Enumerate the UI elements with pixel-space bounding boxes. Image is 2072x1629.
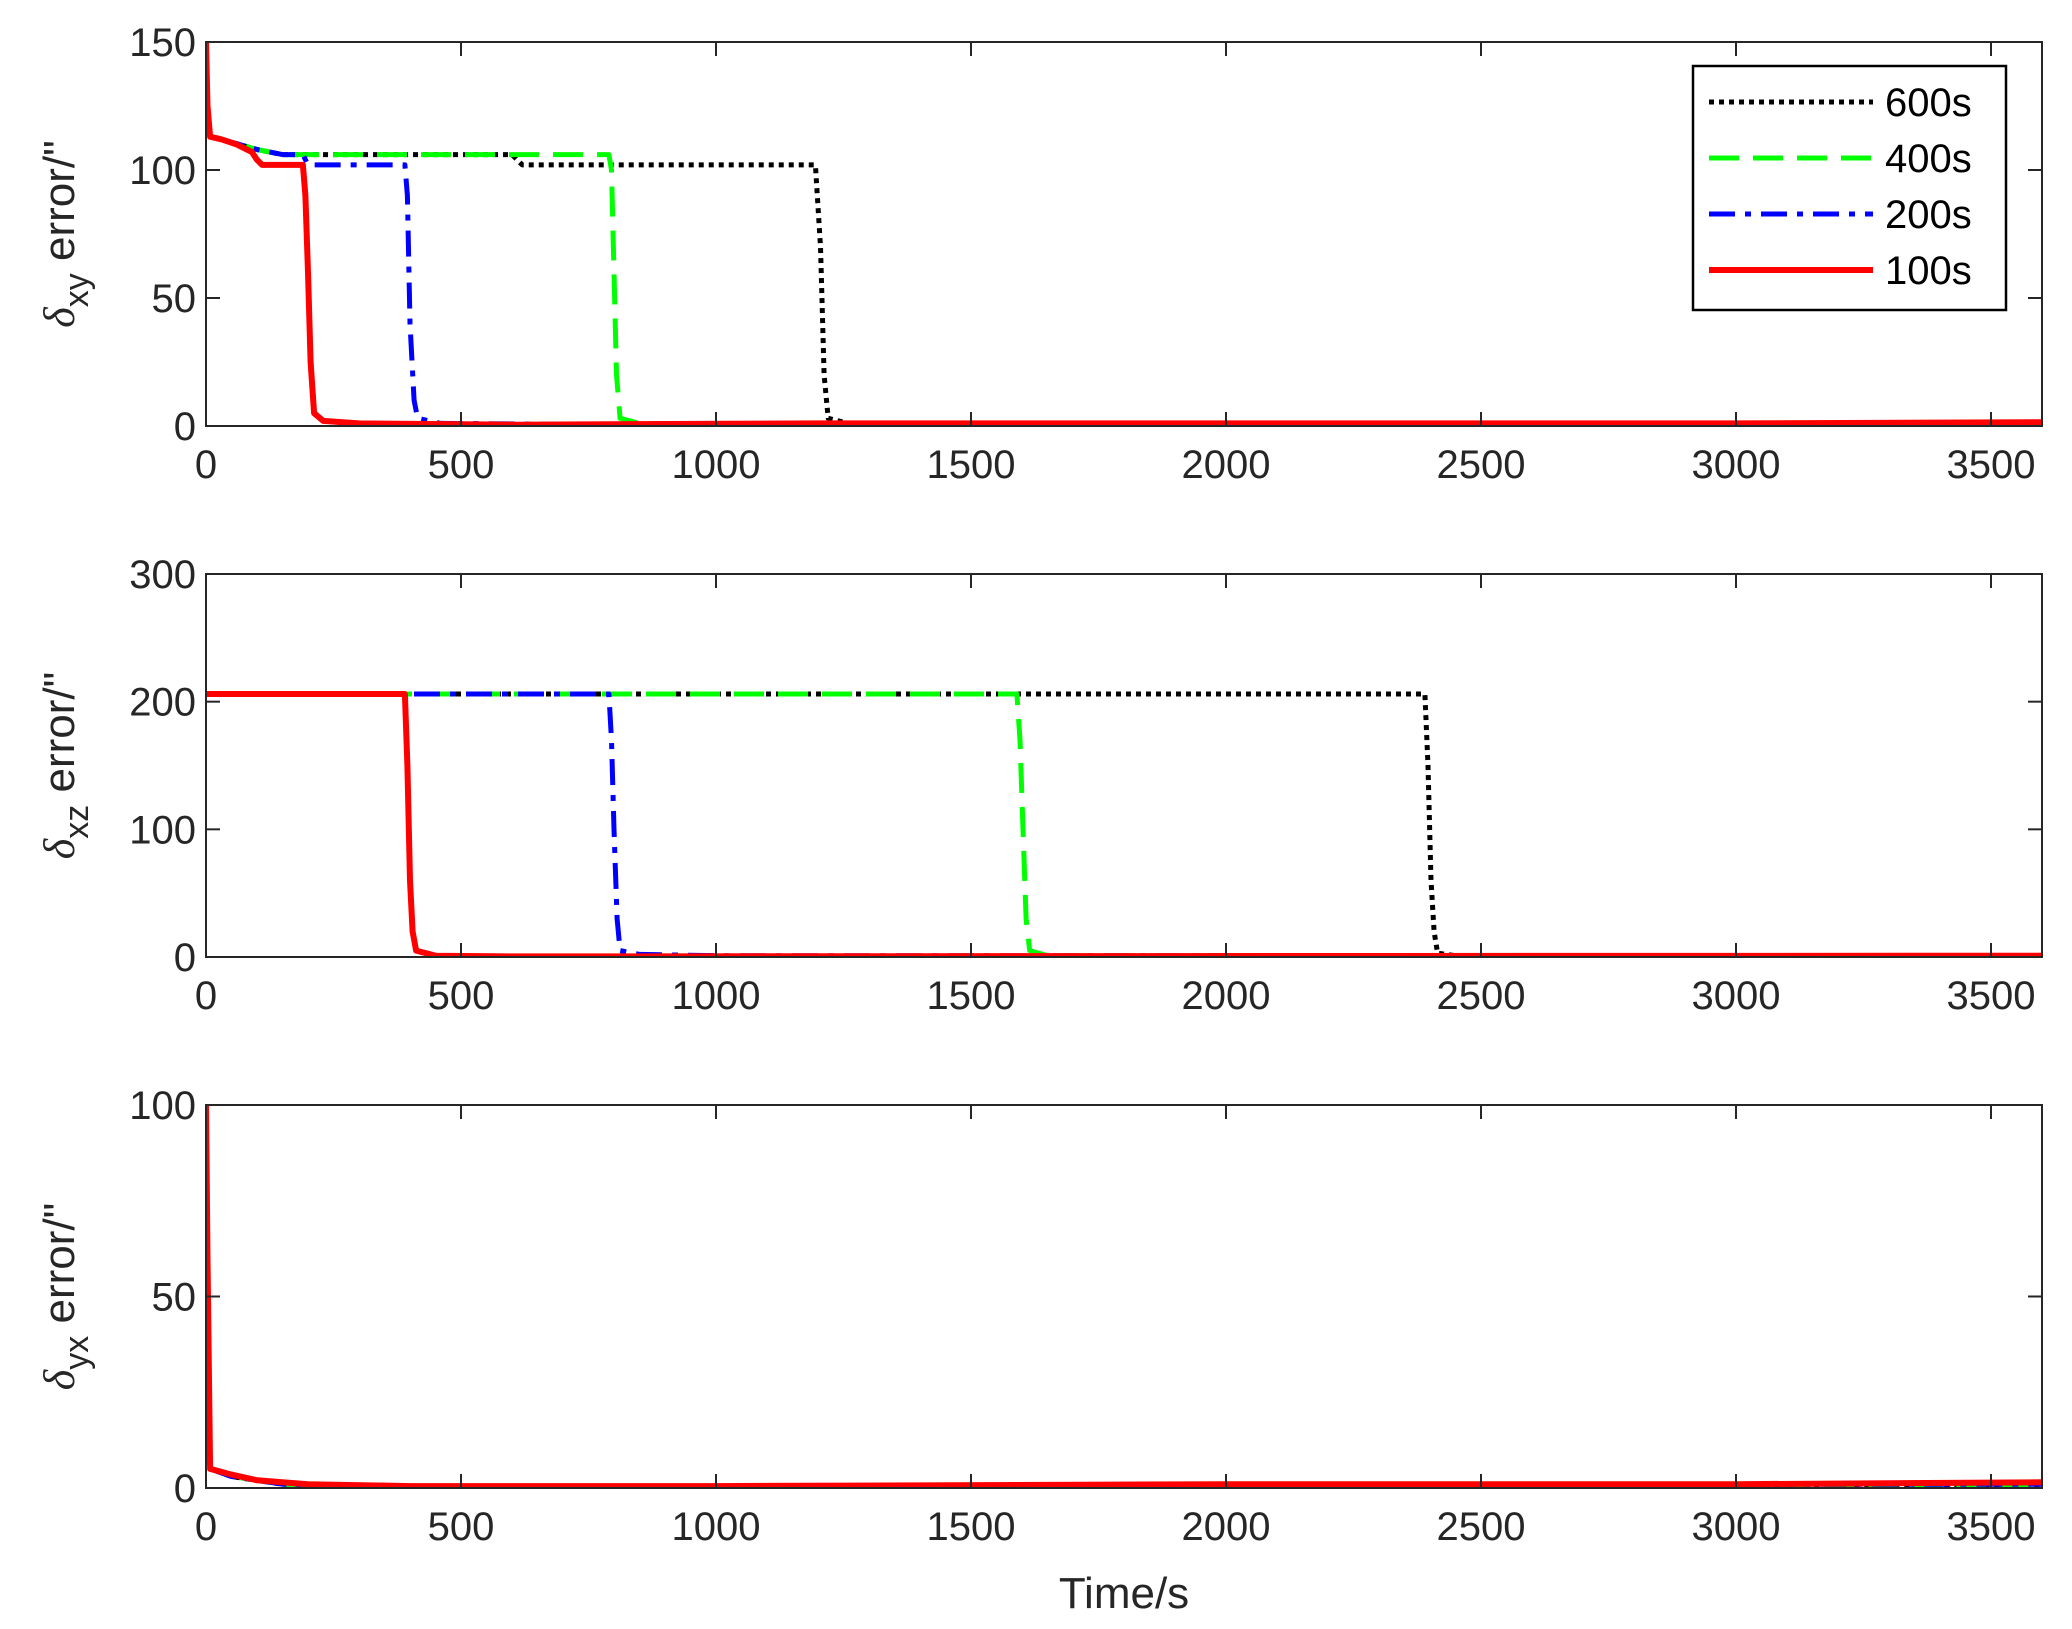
x-tick-label: 3000 [1692,1505,1781,1549]
x-tick-label: 0 [195,1505,217,1549]
y-axis-label-symbol: δ [35,837,84,859]
x-tick-label: 1500 [927,443,1016,487]
y-axis-label: δxy error/" [35,140,96,327]
x-tick-label: 500 [428,443,495,487]
y-tick-label: 50 [152,277,197,321]
x-tick-label: 3500 [1947,1505,2036,1549]
x-tick-label: 500 [428,974,495,1018]
x-tick-label: 1000 [672,1505,761,1549]
y-tick-label: 150 [129,21,196,65]
y-axis-label-symbol: δ [35,1368,84,1390]
legend-label-400s: 400s [1885,137,1972,181]
x-tick-label: 2500 [1437,974,1526,1018]
subplot-2: 0 500 1000 1500 2000 2500 3000 3500 0 100 200 300 δx… [35,553,2043,1018]
x-tick-label: 0 [195,443,217,487]
y-tick-label: 200 [129,681,196,725]
y-axis-label-subscript: xz [58,805,96,839]
y-axis-label: δxz error/" [35,672,96,859]
x-tick-label: 0 [195,974,217,1018]
series-lines [206,1105,2042,1488]
y-tick-label: 300 [129,553,196,597]
legend-label-600s: 600s [1885,81,1972,125]
y-tick-label: 100 [129,149,196,193]
x-tick-label: 1000 [672,443,761,487]
x-tick-label: 500 [428,1505,495,1549]
x-tick-label: 2000 [1182,974,1271,1018]
x-tick-label: 3500 [1947,974,2036,1018]
y-tick-label: 50 [152,1276,197,1320]
y-tick-label: 0 [174,405,196,449]
x-axis-label: Time/s [1059,1569,1189,1618]
y-axis-label-subscript: xy [58,273,96,307]
series-line-100s [206,42,2042,426]
y-axis-label: δyx error/" [35,1203,96,1390]
subplot-3: 0 500 1000 1500 2000 2500 3000 3500 0 50 100 δyx er… [35,1084,2043,1618]
legend-label-100s: 100s [1885,249,1972,293]
x-tick-label: 3500 [1947,443,2036,487]
x-tick-label: 3000 [1692,443,1781,487]
y-tick-label: 100 [129,808,196,852]
y-tick-label: 0 [174,1467,196,1511]
series-lines [206,42,2042,426]
y-axis-label-suffix: error/" [35,1203,84,1336]
x-tick-label: 2500 [1437,443,1526,487]
series-line-200s [206,42,2042,426]
series-line-100s [206,1105,2042,1488]
axes-box [205,41,2043,427]
legend: 600s 400s 200s 100s [1691,64,2008,312]
x-tick-label: 2000 [1182,443,1271,487]
x-tick-label: 1000 [672,974,761,1018]
y-tick-label: 100 [129,1084,196,1128]
y-axis-label-symbol: δ [35,306,84,328]
axes-box [205,573,2043,958]
x-tick-label: 1500 [927,1505,1016,1549]
x-tick-label: 3000 [1692,974,1781,1018]
x-tick-label: 1500 [927,974,1016,1018]
y-axis-label-suffix: error/" [35,140,84,273]
y-axis-label-subscript: yx [58,1336,96,1370]
subplot-1: 0 500 1000 1500 2000 2500 3000 3500 0 50 100 150 δxy… [35,21,2043,487]
x-tick-label: 2000 [1182,1505,1271,1549]
legend-label-200s: 200s [1885,193,1972,237]
y-axis-label-suffix: error/" [35,672,84,805]
x-tick-label: 2500 [1437,1505,1526,1549]
y-tick-label: 0 [174,936,196,980]
